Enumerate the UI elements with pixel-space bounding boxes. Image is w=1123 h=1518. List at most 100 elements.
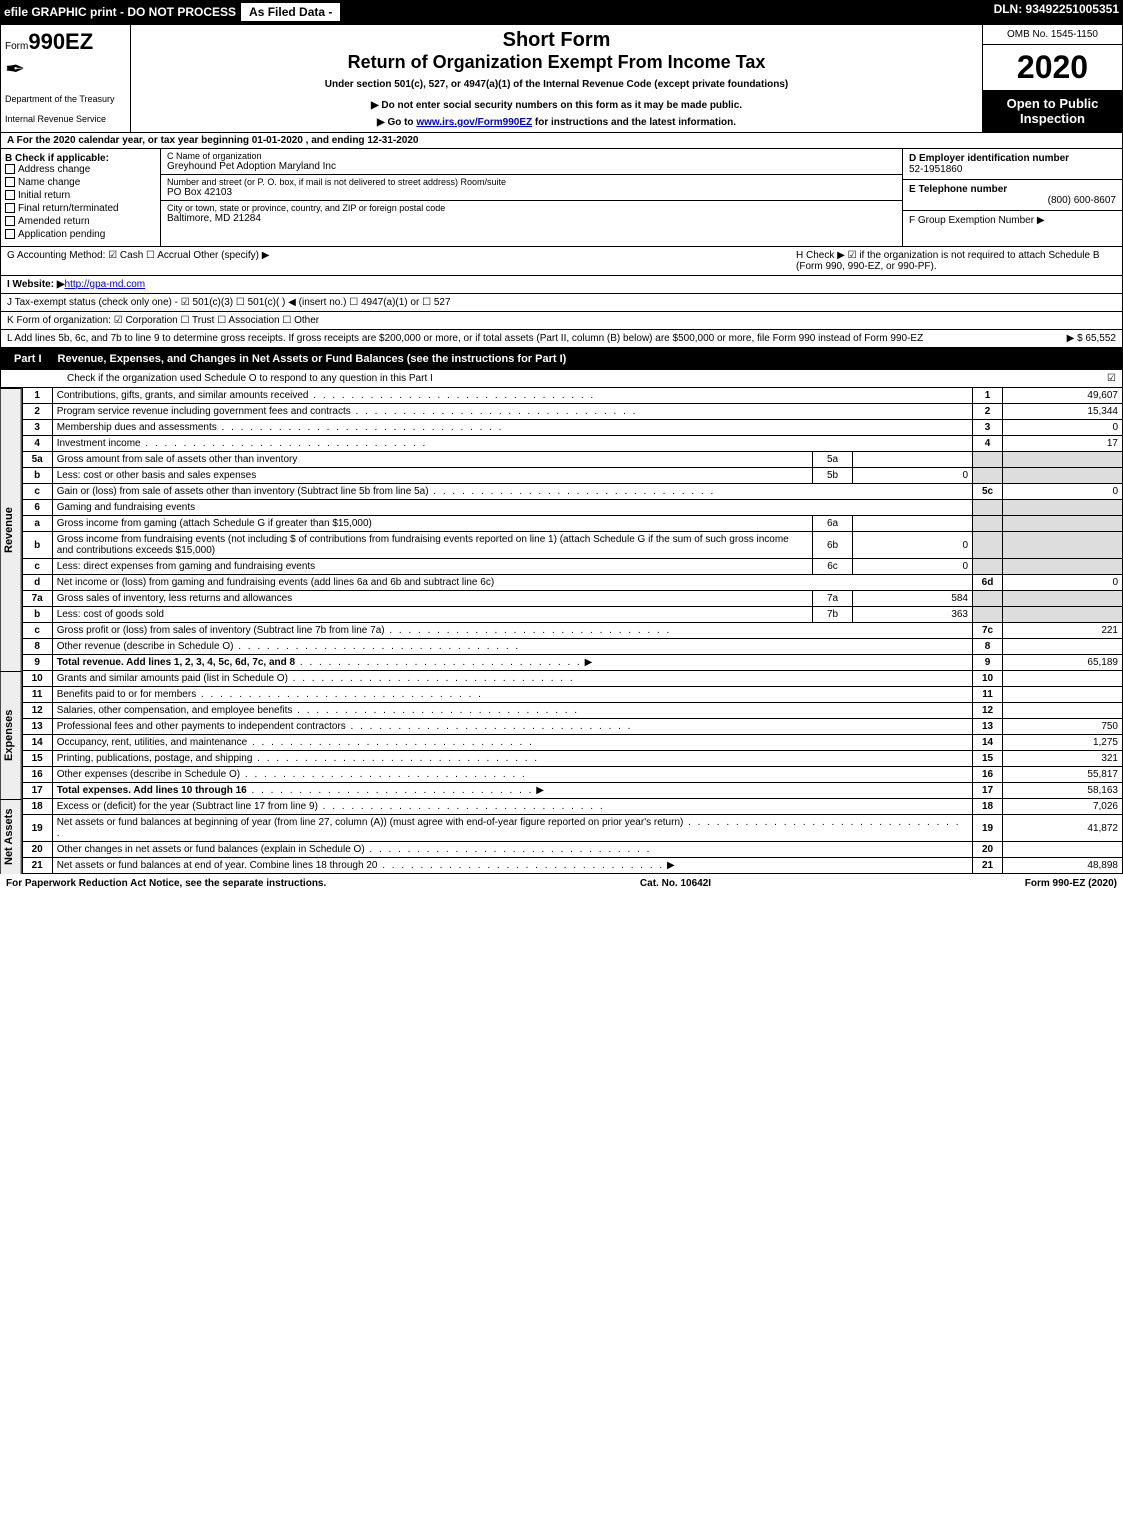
row-desc: Benefits paid to or for members	[57, 689, 197, 700]
expenses-section: Expenses 10Grants and similar amounts pa…	[0, 671, 1123, 799]
subtitle: Under section 501(c), 527, or 4947(a)(1)…	[135, 79, 978, 90]
row-num: c	[22, 559, 52, 575]
addr-value: PO Box 42103	[167, 187, 896, 198]
footer-left: For Paperwork Reduction Act Notice, see …	[6, 878, 326, 889]
cb-final-return[interactable]	[5, 203, 15, 213]
line-num: 11	[973, 687, 1003, 703]
table-row: bGross income from fundraising events (n…	[22, 532, 1122, 559]
city-label: City or town, state or province, country…	[167, 203, 896, 213]
row-desc: Gross income from fundraising events (no…	[57, 534, 789, 556]
line-val-shaded	[1003, 516, 1123, 532]
row-num: d	[22, 575, 52, 591]
website-link[interactable]: http://gpa-md.com	[65, 279, 146, 290]
grp-exemption-label: F Group Exemption Number ▶	[909, 215, 1116, 226]
footer-center: Cat. No. 10642I	[640, 878, 711, 889]
sub-val: 0	[853, 532, 973, 559]
cb-address-change[interactable]	[5, 164, 15, 174]
ssn-notice: ▶ Do not enter social security numbers o…	[135, 100, 978, 111]
line-k: K Form of organization: ☑ Corporation ☐ …	[0, 312, 1123, 330]
row-desc: Salaries, other compensation, and employ…	[57, 705, 293, 716]
row-desc: Total expenses. Add lines 10 through 16	[57, 785, 247, 796]
line-num: 21	[973, 858, 1003, 874]
goto-link[interactable]: www.irs.gov/Form990EZ	[416, 117, 532, 128]
line-val-shaded	[1003, 591, 1123, 607]
ein-label: D Employer identification number	[909, 153, 1116, 164]
part-1-label: Part I	[6, 351, 50, 367]
row-num: b	[22, 607, 52, 623]
cb-label: Application pending	[18, 229, 105, 240]
table-row: bLess: cost of goods sold7b363	[22, 607, 1122, 623]
row-num: 10	[22, 671, 52, 687]
row-num: 5a	[22, 452, 52, 468]
section-c-org-info: C Name of organization Greyhound Pet Ado…	[161, 149, 902, 246]
cb-label: Initial return	[18, 190, 70, 201]
cb-name-change[interactable]	[5, 177, 15, 187]
row-num: 1	[22, 388, 52, 404]
arrow-icon: ▶	[667, 860, 675, 871]
part-1-check-mark: ☑	[1107, 373, 1116, 384]
line-num: 12	[973, 703, 1003, 719]
row-desc: Other changes in net assets or fund bala…	[57, 844, 365, 855]
row-num: c	[22, 623, 52, 639]
dln-label: DLN: 93492251005351	[994, 2, 1119, 22]
cb-label: Name change	[18, 177, 80, 188]
row-desc: Occupancy, rent, utilities, and maintena…	[57, 737, 247, 748]
tax-year: 2020	[983, 45, 1122, 90]
line-num: 15	[973, 751, 1003, 767]
table-row: 16Other expenses (describe in Schedule O…	[22, 767, 1122, 783]
line-val	[1003, 703, 1123, 719]
form-id-block: Form990EZ ✒ Department of the Treasury I…	[1, 25, 131, 132]
table-row: 11Benefits paid to or for members11	[22, 687, 1122, 703]
table-row: 17Total expenses. Add lines 10 through 1…	[22, 783, 1122, 799]
cb-application-pending[interactable]	[5, 229, 15, 239]
cb-initial-return[interactable]	[5, 190, 15, 200]
table-row: 4Investment income417	[22, 436, 1122, 452]
line-val: 7,026	[1003, 799, 1123, 815]
row-desc: Gain or (loss) from sale of assets other…	[57, 486, 429, 497]
line-l: L Add lines 5b, 6c, and 7b to line 9 to …	[0, 330, 1123, 348]
row-num: 3	[22, 420, 52, 436]
row-desc: Excess or (deficit) for the year (Subtra…	[57, 801, 318, 812]
line-val: 321	[1003, 751, 1123, 767]
line-num-shaded	[973, 591, 1003, 607]
expenses-table: 10Grants and similar amounts paid (list …	[22, 671, 1123, 799]
line-val: 55,817	[1003, 767, 1123, 783]
line-val: 48,898	[1003, 858, 1123, 874]
row-desc: Less: cost of goods sold	[57, 609, 164, 620]
goto-prefix: ▶ Go to	[377, 117, 416, 128]
sub-num: 7a	[813, 591, 853, 607]
line-val: 15,344	[1003, 404, 1123, 420]
sub-val	[853, 452, 973, 468]
form-of-org: K Form of organization: ☑ Corporation ☐ …	[7, 315, 319, 326]
form-meta-block: OMB No. 1545-1150 2020 Open to Public In…	[982, 25, 1122, 132]
cb-amended-return[interactable]	[5, 216, 15, 226]
efile-header-bar: efile GRAPHIC print - DO NOT PROCESS As …	[0, 0, 1123, 24]
row-num: 2	[22, 404, 52, 420]
row-desc: Net assets or fund balances at beginning…	[57, 817, 684, 828]
line-val	[1003, 842, 1123, 858]
form-title-block: Short Form Return of Organization Exempt…	[131, 25, 982, 132]
part-1-header: Part I Revenue, Expenses, and Changes in…	[0, 348, 1123, 370]
revenue-side-label: Revenue	[0, 388, 22, 671]
line-val-shaded	[1003, 559, 1123, 575]
table-row: 20Other changes in net assets or fund ba…	[22, 842, 1122, 858]
row-num: 15	[22, 751, 52, 767]
line-val-shaded	[1003, 452, 1123, 468]
row-desc: Membership dues and assessments	[57, 422, 217, 433]
line-num: 7c	[973, 623, 1003, 639]
row-num: 14	[22, 735, 52, 751]
sub-val: 363	[853, 607, 973, 623]
line-val	[1003, 687, 1123, 703]
irs-seal-icon: ✒	[5, 55, 126, 84]
table-row: 1Contributions, gifts, grants, and simil…	[22, 388, 1122, 404]
row-desc: Net income or (loss) from gaming and fun…	[57, 577, 494, 588]
line-num: 18	[973, 799, 1003, 815]
row-num: 9	[22, 655, 52, 671]
table-row: 10Grants and similar amounts paid (list …	[22, 671, 1122, 687]
section-b-checkboxes: B Check if applicable: Address change Na…	[1, 149, 161, 246]
line-val	[1003, 639, 1123, 655]
table-row: 2Program service revenue including gover…	[22, 404, 1122, 420]
table-row: 12 Salaries, other compensation, and empl…	[22, 703, 1122, 719]
cb-label: Amended return	[18, 216, 90, 227]
table-row: 6Gaming and fundraising events	[22, 500, 1122, 516]
